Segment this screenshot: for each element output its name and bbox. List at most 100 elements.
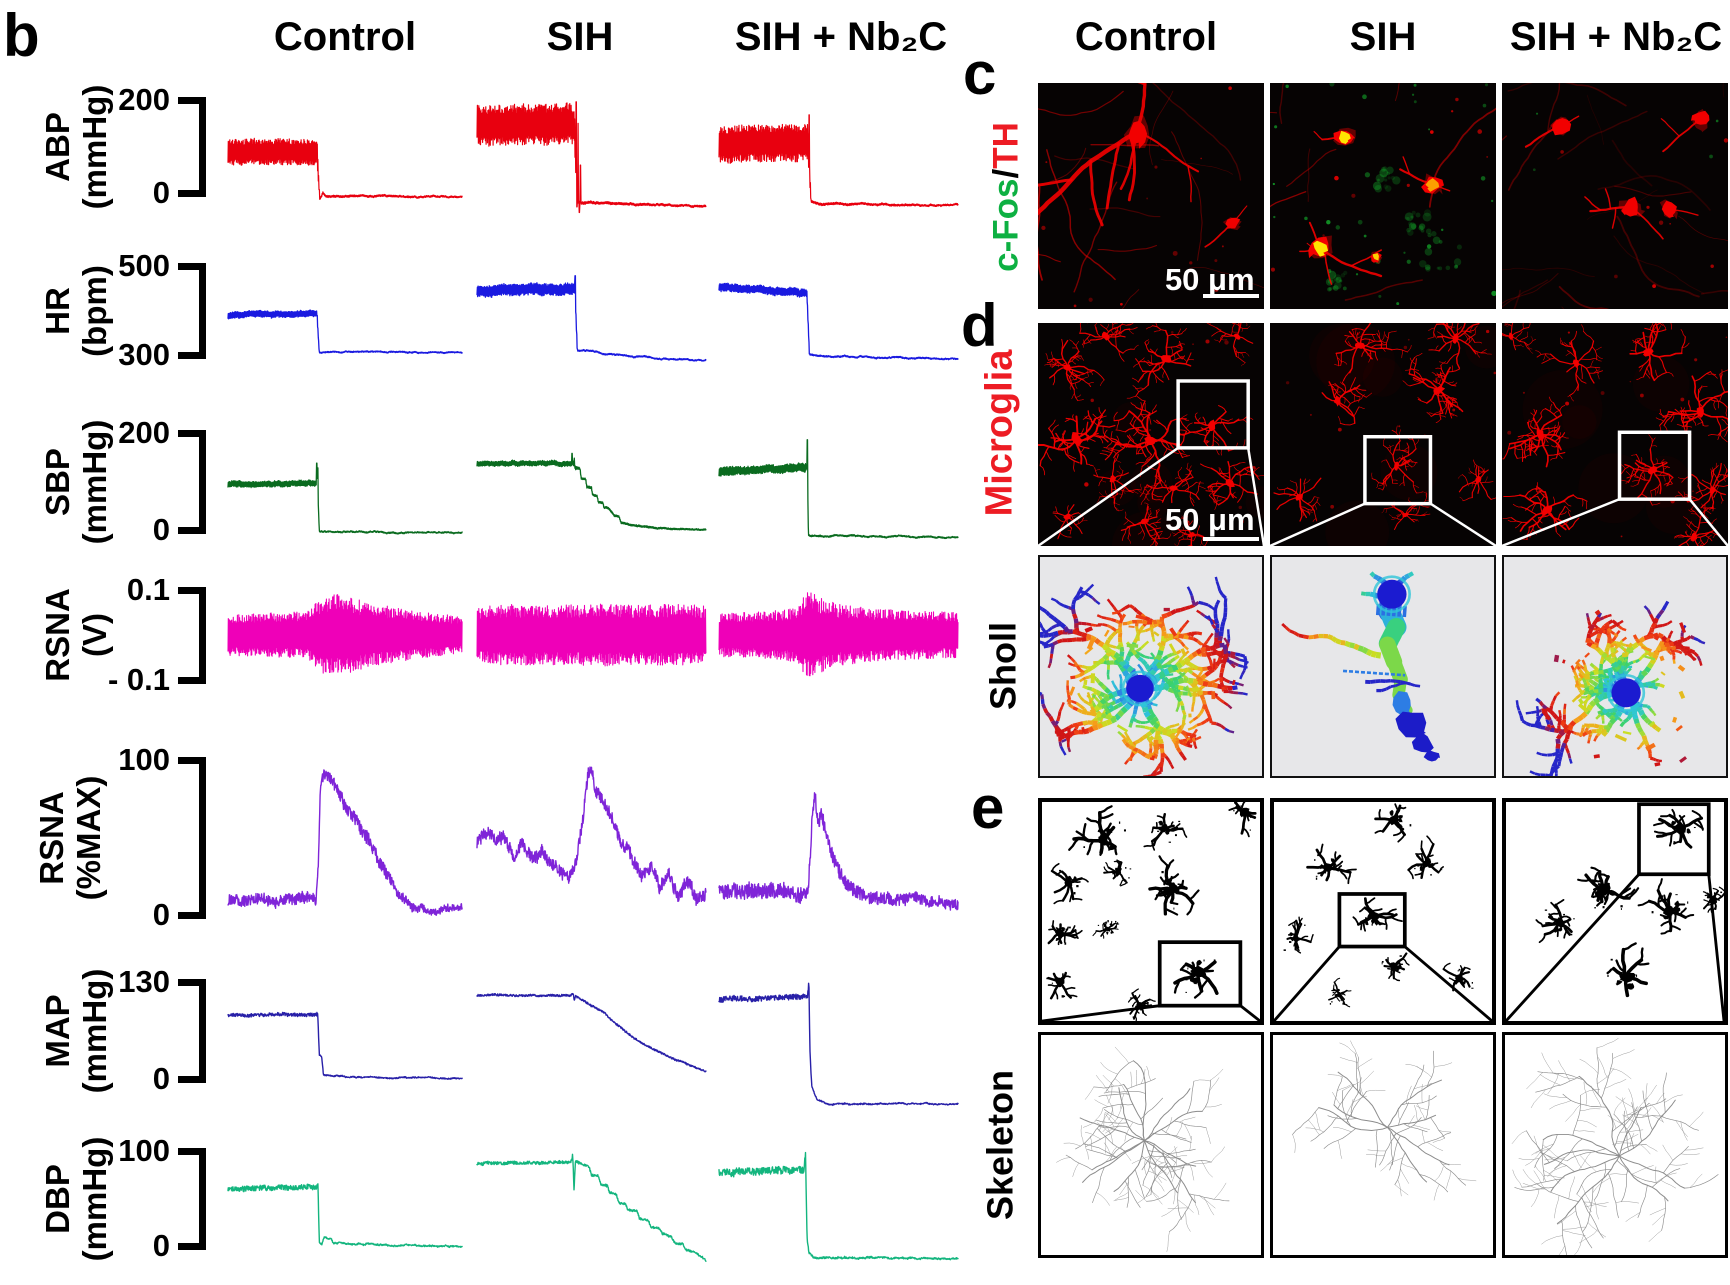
sholl-branch-seg: [1177, 657, 1183, 664]
microglia-branch: [1289, 492, 1297, 497]
debris: [1507, 430, 1512, 435]
microglia-branch: [1681, 342, 1690, 348]
microglia-branch: [1503, 443, 1511, 460]
microglia-branch: [1530, 421, 1532, 427]
microglia-branch: [1530, 336, 1533, 342]
debris: [1170, 331, 1174, 334]
red-fiber: [1090, 143, 1160, 147]
green-punctum: [1406, 259, 1411, 264]
sholl-branch-seg: [1056, 638, 1063, 644]
sholl-branch-seg: [1208, 667, 1215, 674]
sholl-branch-seg: [1242, 692, 1248, 696]
sholl-branch-seg: [1143, 640, 1150, 646]
microglia-branch: [1187, 520, 1193, 527]
microglia-branch: [1397, 516, 1399, 520]
green-cloud-spot: [1456, 244, 1462, 250]
microglia-branch: [1659, 411, 1670, 426]
microglia-branch: [1080, 447, 1085, 453]
microglia-branch: [1214, 339, 1220, 343]
sholl-branch-seg: [1610, 647, 1615, 653]
sholl-branch-seg: [1131, 649, 1138, 656]
microglia-branch: [1412, 508, 1415, 512]
microglia-branch: [1696, 485, 1701, 492]
microglia-branch: [1426, 411, 1432, 417]
microglia-branch: [1725, 471, 1728, 473]
microglia-branch: [1721, 418, 1728, 426]
microglia-branch: [1194, 415, 1201, 424]
skeleton-branch: [1580, 1089, 1601, 1096]
green-cloud-spot: [1410, 215, 1414, 219]
binary-branch: [1691, 810, 1703, 820]
skeleton-branch: [1637, 1184, 1648, 1218]
sholl-branch-seg: [1228, 689, 1234, 695]
microglia-branch: [1347, 399, 1360, 409]
skeleton-branch: [1342, 1081, 1360, 1091]
green-punctum: [1274, 125, 1278, 129]
sholl-branch-seg: [1094, 660, 1102, 667]
binary-speckle: [1070, 877, 1072, 880]
microglia-branch: [1039, 465, 1045, 476]
sholl-branch-seg: [1085, 633, 1092, 640]
binary-speckle: [1665, 834, 1667, 837]
skeleton-branch: [1107, 1082, 1113, 1104]
sholl-branch-seg: [1693, 651, 1699, 658]
sholl-branch-seg: [1541, 753, 1548, 757]
sholl-branch-seg: [1631, 642, 1639, 650]
skeleton-branch: [1542, 1144, 1559, 1158]
skeleton-branch: [1394, 1184, 1409, 1196]
binary-branch: [1628, 887, 1640, 900]
microglia-branch: [1186, 462, 1189, 469]
sholl-branch-seg: [1679, 644, 1685, 650]
red-punctum: [1406, 183, 1410, 187]
microglia-branch: [1548, 396, 1554, 404]
microglia-branch: [1561, 436, 1569, 439]
microglia-branch: [1524, 431, 1533, 436]
microglia-branch: [1135, 358, 1144, 372]
skeleton-branch: [1514, 1186, 1555, 1191]
binary-branch: [1151, 840, 1156, 851]
microglia-branch: [1410, 518, 1417, 522]
sholl-branch-seg: [1126, 620, 1133, 625]
binary-branch: [1333, 860, 1344, 870]
skeleton-branch: [1177, 1179, 1183, 1220]
sholl-branch-seg: [1116, 609, 1123, 614]
sholl-branch-seg: [1586, 641, 1593, 648]
sholl-branch-seg: [1063, 732, 1071, 739]
sholl-branch-seg: [1353, 643, 1360, 651]
binary-branch: [1132, 1000, 1139, 1008]
sholl-branch-seg: [1357, 645, 1364, 653]
skeleton-branch: [1165, 1146, 1178, 1158]
microglia-branch: [1474, 341, 1483, 344]
microglia-branch: [1187, 544, 1192, 546]
binary-speckle: [1317, 854, 1319, 857]
microglia-branch: [1151, 493, 1163, 498]
sholl-branch-seg: [1081, 636, 1087, 642]
skeleton-branch: [1177, 1199, 1194, 1213]
microglia-branch: [1239, 327, 1248, 329]
sholl-branch-seg: [1179, 700, 1185, 707]
axis-bracket-1: [178, 262, 206, 359]
microglia-branch: [1644, 371, 1651, 379]
dendrite: [1313, 130, 1323, 141]
binary-branch: [1332, 990, 1338, 996]
microglia-branch: [1544, 408, 1558, 419]
skeleton-branch: [1525, 1152, 1541, 1166]
microglia-soma: [1225, 478, 1236, 488]
sholl-branch-seg: [1654, 677, 1660, 682]
sholl-branch-seg: [1636, 746, 1641, 751]
sholl-branch-seg: [1218, 630, 1224, 637]
skeleton-branch: [1379, 1132, 1397, 1166]
sholl-branch-seg: [1239, 658, 1245, 663]
sholl-branch-seg: [1058, 741, 1063, 747]
red-fiber: [1307, 148, 1311, 202]
sholl-branch-seg: [1150, 669, 1157, 676]
microglia-branch: [1709, 531, 1719, 536]
microglia-branch: [1445, 397, 1457, 400]
microglia-soma: [1642, 348, 1654, 357]
sholl-branch-seg: [1126, 735, 1131, 741]
microglia-branch: [1081, 519, 1088, 522]
microglia-branch: [1523, 440, 1527, 459]
microglia-branch: [1156, 510, 1160, 513]
sholl-branch-seg: [1191, 701, 1196, 707]
green-cloud-spot: [1422, 212, 1432, 222]
